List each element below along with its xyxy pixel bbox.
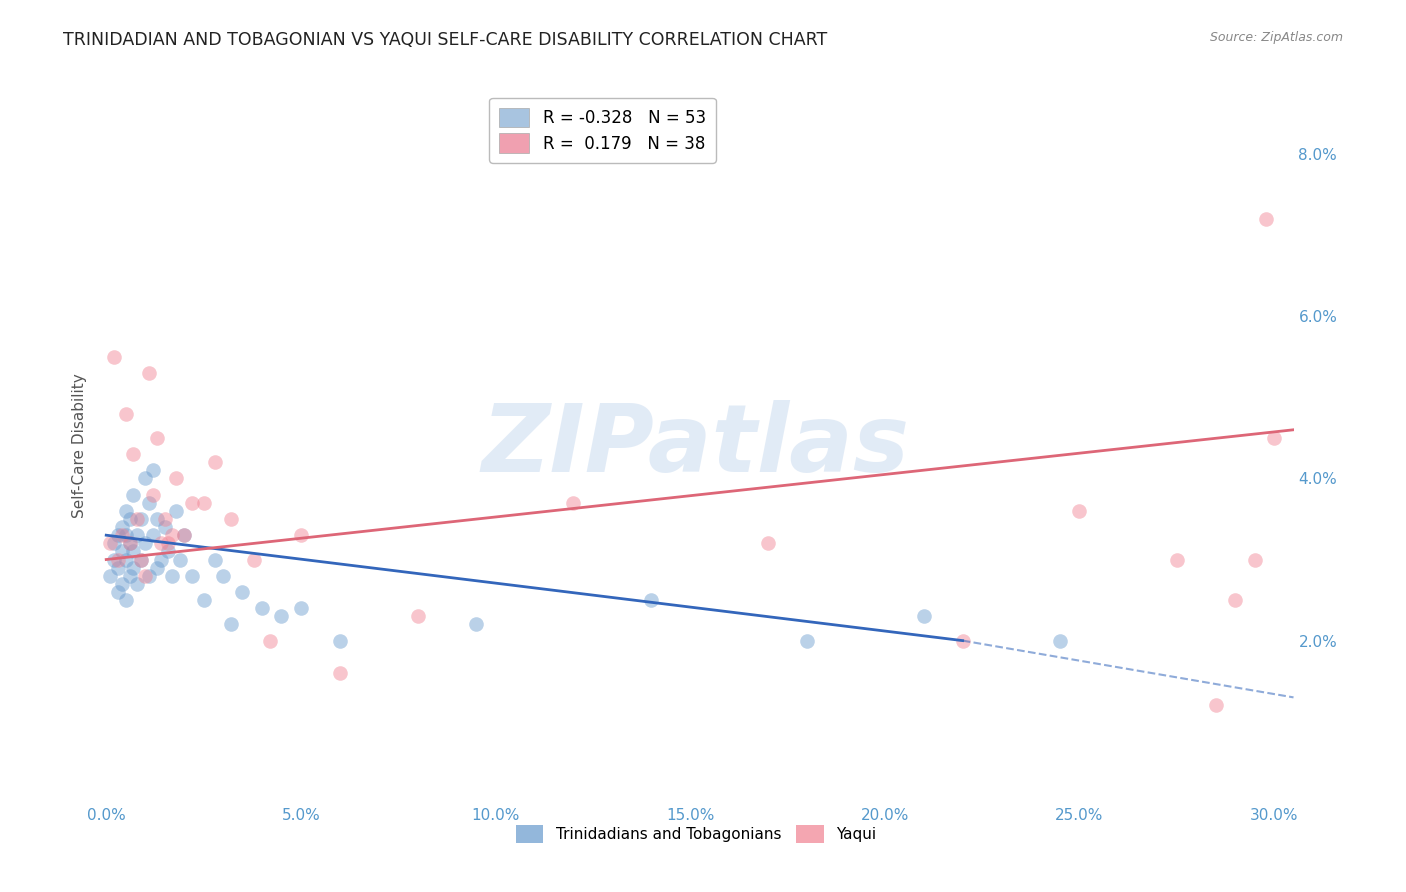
Point (149, 552, 172, 566)
Point (1205, 698, 1227, 713)
Point (219, 512, 242, 526)
Point (204, 455, 226, 469)
Point (98, 536, 121, 550)
Point (1243, 552, 1265, 566)
Point (165, 504, 187, 518)
Point (134, 568, 156, 582)
Point (180, 568, 202, 582)
Legend: Trinidadians and Tobagonians, Yaqui: Trinidadians and Tobagonians, Yaqui (510, 819, 882, 848)
Point (118, 536, 141, 550)
Point (1069, 504, 1091, 518)
Point (114, 407, 136, 421)
Point (142, 463, 165, 477)
Point (114, 504, 136, 518)
Point (134, 471, 156, 485)
Point (562, 496, 585, 510)
Point (122, 447, 145, 461)
Point (103, 350, 125, 364)
Point (129, 512, 152, 526)
Point (111, 544, 134, 558)
Point (329, 633, 352, 648)
Text: TRINIDADIAN AND TOBAGONIAN VS YAQUI SELF-CARE DISABILITY CORRELATION CHART: TRINIDADIAN AND TOBAGONIAN VS YAQUI SELF… (63, 31, 828, 49)
Point (114, 552, 136, 566)
Point (107, 585, 129, 599)
Point (107, 528, 129, 542)
Point (329, 666, 352, 681)
Point (212, 568, 235, 582)
Point (153, 512, 176, 526)
Point (146, 560, 169, 574)
Point (107, 560, 129, 574)
Point (231, 585, 253, 599)
Point (122, 560, 145, 574)
Point (162, 528, 184, 542)
Point (250, 601, 273, 615)
Point (1263, 431, 1285, 445)
Point (107, 552, 129, 566)
Point (111, 528, 134, 542)
Point (134, 536, 156, 550)
Point (103, 536, 125, 550)
Point (118, 568, 141, 582)
Point (180, 496, 202, 510)
Point (640, 593, 662, 607)
Point (219, 617, 242, 632)
Point (111, 577, 134, 591)
Point (127, 528, 149, 542)
Point (157, 544, 180, 558)
Point (146, 431, 169, 445)
Point (1223, 593, 1246, 607)
Point (103, 552, 125, 566)
Point (146, 512, 169, 526)
Point (259, 633, 281, 648)
Point (118, 512, 141, 526)
Point (1049, 633, 1071, 648)
Point (290, 528, 312, 542)
Point (157, 536, 180, 550)
Point (114, 593, 136, 607)
Point (138, 568, 160, 582)
Point (1166, 552, 1188, 566)
Point (912, 609, 935, 624)
Point (118, 536, 141, 550)
Point (290, 601, 312, 615)
Point (465, 617, 488, 632)
Point (162, 568, 184, 582)
Point (270, 609, 292, 624)
Point (193, 496, 215, 510)
Point (796, 633, 818, 648)
Point (122, 488, 145, 502)
Point (243, 552, 266, 566)
Point (204, 552, 226, 566)
Text: Source: ZipAtlas.com: Source: ZipAtlas.com (1209, 31, 1343, 45)
Point (173, 528, 195, 542)
Y-axis label: Self-Care Disability: Self-Care Disability (72, 374, 87, 518)
Text: ZIPatlas: ZIPatlas (482, 400, 910, 492)
Point (111, 520, 134, 534)
Point (165, 471, 187, 485)
Point (193, 593, 215, 607)
Point (138, 496, 160, 510)
Point (122, 544, 145, 558)
Point (142, 488, 165, 502)
Point (127, 512, 149, 526)
Point (98, 568, 121, 582)
Point (138, 366, 160, 380)
Point (169, 552, 191, 566)
Point (406, 609, 429, 624)
Point (129, 552, 152, 566)
Point (127, 577, 149, 591)
Point (173, 528, 195, 542)
Point (153, 520, 176, 534)
Point (756, 536, 779, 550)
Point (1256, 211, 1278, 226)
Point (952, 633, 974, 648)
Point (142, 528, 165, 542)
Point (114, 528, 136, 542)
Point (149, 536, 172, 550)
Point (129, 552, 152, 566)
